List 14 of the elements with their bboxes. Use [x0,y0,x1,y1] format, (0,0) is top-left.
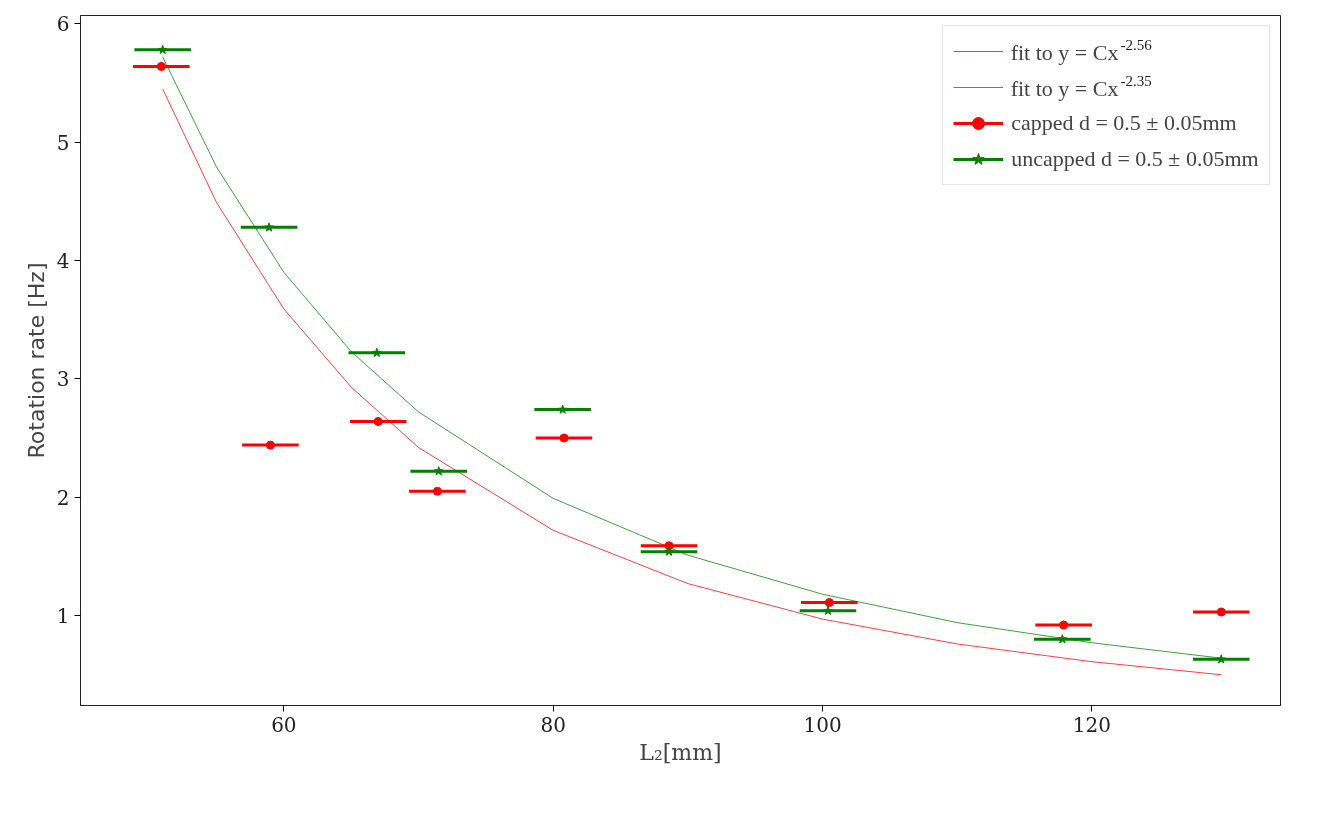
x-tick-label: 60 [271,712,297,737]
y-axis-title: Rotation rate [Hz] [23,262,49,459]
y-tick-label: 3 [56,367,70,392]
y-tick-label: 4 [56,248,70,273]
x-axis-title: L₂[mm] [639,739,722,765]
legend-label: capped d = 0.5 ± 0.05mm [1011,109,1237,137]
x-tick-label: 120 [1072,712,1112,737]
legend-label: uncapped d = 0.5 ± 0.05mm [1011,145,1259,173]
x-tick-label: 80 [540,712,566,737]
x-tick-label: 100 [803,712,842,737]
y-tick-label: 2 [56,485,70,510]
y-tick-label: 6 [56,12,70,37]
y-tick-label: 1 [56,604,70,629]
y-tick-label: 5 [56,130,70,155]
